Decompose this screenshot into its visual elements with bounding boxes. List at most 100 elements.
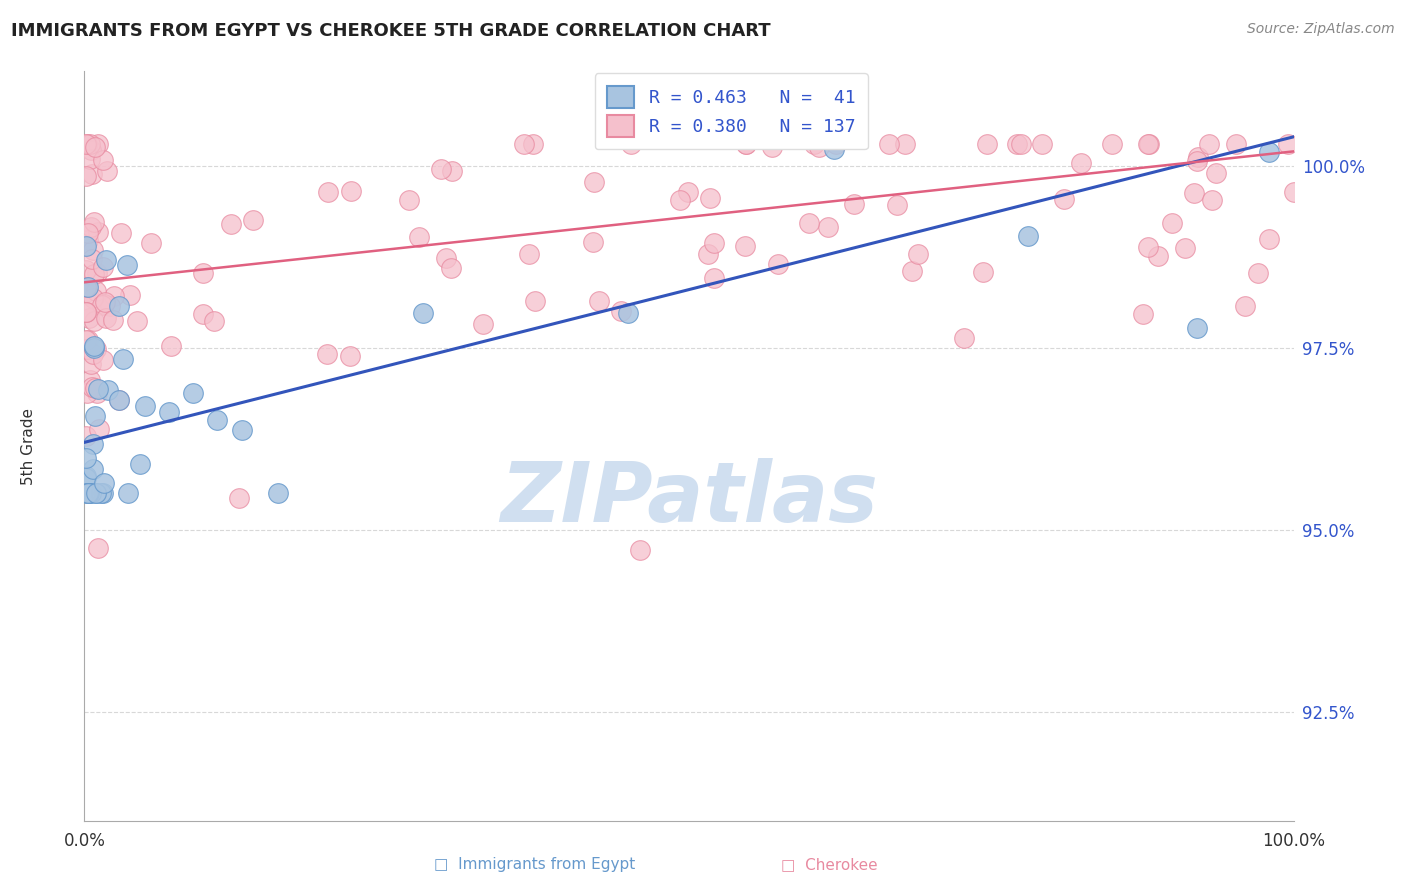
Point [83, 339, 105, 353]
Point [77, 227, 100, 241]
Point [91, 353, 114, 368]
Point [1137, 137, 1160, 152]
Point [825, 137, 848, 152]
Point [91, 486, 114, 500]
Point [1161, 216, 1184, 230]
Point [76, 280, 98, 294]
Point [340, 185, 363, 199]
Point [98, 299, 121, 313]
Point [1198, 137, 1220, 152]
Point [231, 423, 253, 437]
Point [817, 220, 839, 235]
Point [734, 239, 756, 253]
Point [412, 306, 434, 320]
Point [82, 347, 104, 361]
Point [522, 137, 544, 152]
Point [953, 331, 976, 345]
Text: ZIPatlas: ZIPatlas [501, 458, 877, 539]
Point [1010, 137, 1032, 152]
Point [735, 137, 758, 152]
Text: Source: ZipAtlas.com: Source: ZipAtlas.com [1247, 22, 1395, 37]
Point [339, 349, 361, 363]
Point [83, 214, 105, 228]
Point [823, 142, 845, 156]
Point [108, 393, 131, 408]
Point [82, 244, 104, 258]
Point [82, 291, 104, 305]
Point [80, 357, 103, 371]
Text: □  Immigrants from Egypt: □ Immigrants from Egypt [433, 857, 636, 872]
Point [803, 137, 825, 152]
Point [735, 137, 758, 152]
Point [80, 143, 103, 157]
Point [202, 314, 225, 328]
Point [157, 405, 180, 419]
Point [207, 413, 229, 427]
Point [90, 486, 112, 500]
Point [117, 486, 139, 500]
Point [1187, 150, 1209, 164]
Point [97, 383, 120, 397]
Point [75, 429, 97, 443]
Point [91, 153, 114, 167]
Point [83, 341, 105, 355]
Point [267, 486, 290, 500]
Point [668, 194, 690, 208]
Point [77, 233, 100, 247]
Point [82, 252, 104, 267]
Point [107, 392, 129, 407]
Point [87, 137, 110, 152]
Point [1258, 231, 1281, 245]
Point [1185, 154, 1208, 169]
Point [86, 266, 108, 280]
Point [1137, 240, 1160, 254]
Point [94, 310, 117, 325]
Point [1185, 320, 1208, 334]
Point [84, 486, 107, 500]
Point [139, 236, 162, 251]
Point [84, 381, 107, 395]
Point [316, 347, 339, 361]
Point [1247, 266, 1270, 280]
Point [191, 308, 214, 322]
Point [115, 258, 138, 272]
Point [82, 462, 104, 476]
Point [84, 409, 107, 424]
Point [110, 226, 132, 240]
Point [517, 246, 540, 260]
Point [84, 284, 107, 298]
Point [75, 334, 97, 348]
Point [77, 486, 100, 500]
Point [80, 486, 103, 500]
Point [86, 383, 108, 397]
Point [879, 137, 901, 152]
Point [617, 306, 640, 320]
Point [1234, 299, 1257, 313]
Point [1174, 241, 1197, 255]
Point [87, 541, 110, 555]
Point [191, 266, 214, 280]
Point [610, 303, 633, 318]
Point [1031, 137, 1053, 152]
Point [128, 457, 150, 471]
Point [75, 280, 97, 294]
Point [440, 261, 463, 276]
Point [77, 486, 100, 500]
Legend: R = 0.463   N =  41, R = 0.380   N = 137: R = 0.463 N = 41, R = 0.380 N = 137 [595, 73, 868, 150]
Point [76, 287, 98, 301]
Point [96, 163, 118, 178]
Point [93, 297, 115, 311]
Point [761, 140, 783, 154]
Point [512, 137, 534, 152]
Point [1225, 137, 1247, 152]
Point [118, 288, 141, 302]
Point [1101, 137, 1123, 152]
Point [80, 219, 103, 234]
Point [219, 217, 242, 231]
Point [972, 265, 994, 279]
Point [181, 385, 204, 400]
Point [676, 185, 699, 199]
Point [93, 476, 115, 491]
Point [1005, 137, 1028, 152]
Y-axis label: 5th Grade: 5th Grade [21, 408, 35, 484]
